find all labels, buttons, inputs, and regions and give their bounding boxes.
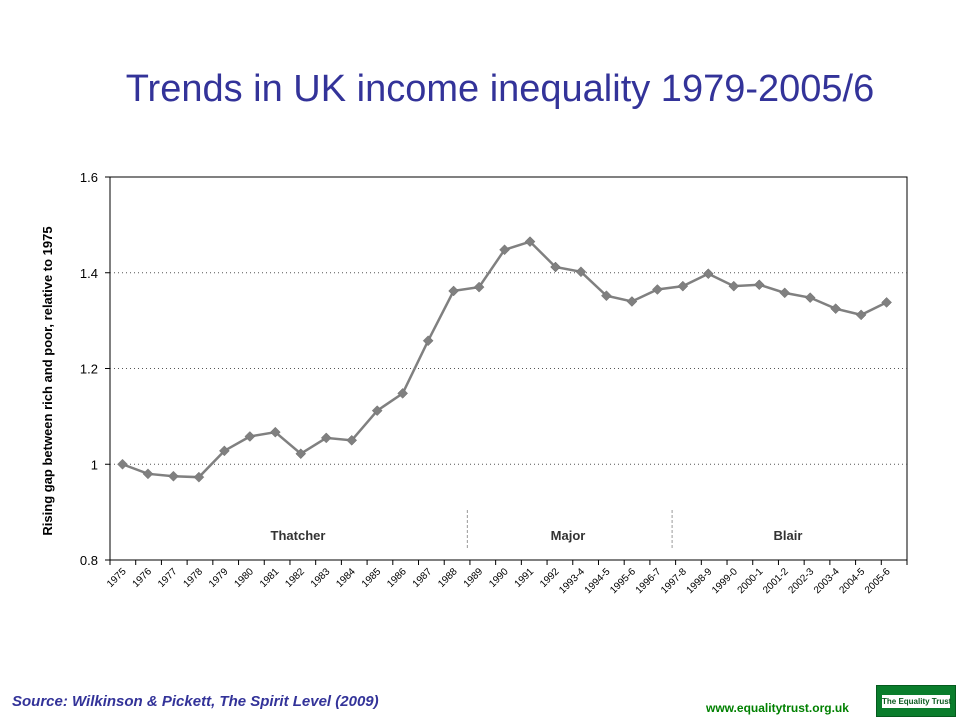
x-tick-label: 1987 [411, 566, 435, 590]
data-point [371, 405, 383, 416]
chart-title: Trends in UK income inequality 1979-2005… [125, 68, 875, 110]
x-tick-label: 1995-6 [608, 566, 638, 596]
x-tick-label: 1990 [487, 566, 511, 590]
data-point [677, 280, 689, 292]
x-tick-label: 1997-8 [659, 566, 689, 596]
y-axis: 0.8 1 1.2 1.4 1.6 [80, 170, 110, 568]
data-point [753, 279, 765, 291]
x-tick-label: 1986 [385, 566, 409, 590]
x-tick-label: 1982 [283, 566, 307, 590]
source-caption: Source: Wilkinson & Pickett, The Spirit … [12, 693, 379, 710]
y-tick-label: 1 [91, 457, 98, 472]
x-axis: 1975 1976 1977 1978 1979 1980 1981 1982 1983 1984… [105, 560, 908, 596]
data-point [855, 309, 867, 321]
x-tick-label: 1999-0 [710, 566, 740, 596]
data-point [346, 434, 358, 446]
data-point [397, 388, 409, 399]
website-link[interactable]: www.equalitytrust.org.uk [706, 701, 849, 715]
data-point [320, 432, 332, 444]
x-tick-label: 1983 [309, 566, 333, 590]
x-tick-label: 2002-3 [787, 566, 817, 596]
data-point [804, 292, 816, 303]
x-tick-label: 1991 [513, 566, 537, 590]
x-tick-label: 1988 [436, 566, 460, 590]
era-label-major: Major [551, 528, 586, 543]
data-point [702, 268, 714, 280]
plot-area [109, 176, 908, 561]
x-tick-label: 2005-6 [863, 566, 893, 596]
x-tick-label: 1993-4 [557, 566, 587, 596]
data-point [550, 261, 561, 273]
data-point [168, 470, 179, 482]
x-tick-label: 1975 [105, 566, 129, 590]
era-label-thatcher: Thatcher [271, 528, 326, 543]
data-point [728, 280, 740, 292]
series-line [122, 240, 888, 479]
y-axis-label: Rising gap between rich and poor, relati… [40, 226, 55, 535]
x-tick-label: 1994-5 [583, 566, 613, 596]
data-point [295, 448, 307, 460]
data-point [269, 426, 281, 438]
x-tick-label: 1984 [334, 566, 358, 590]
gridlines [110, 272, 907, 465]
x-tick-label: 1977 [156, 566, 180, 590]
data-point [881, 297, 892, 308]
era-labels: Thatcher Major Blair [271, 510, 803, 548]
data-point [142, 468, 154, 480]
x-tick-label: 1981 [258, 566, 282, 590]
x-tick-label: 1978 [182, 566, 206, 590]
data-point [448, 285, 459, 297]
x-tick-label: 1979 [207, 566, 231, 590]
y-tick-label: 0.8 [80, 553, 98, 568]
data-point [652, 284, 663, 295]
y-tick-label: 1.4 [80, 266, 98, 281]
y-tick-label: 1.6 [80, 170, 98, 185]
x-tick-label: 2004-5 [837, 566, 867, 596]
x-tick-label: 1998-9 [685, 566, 715, 596]
x-tick-label: 2001-2 [761, 566, 791, 596]
data-point [117, 458, 128, 470]
data-series [117, 236, 892, 483]
data-point [422, 335, 434, 347]
x-tick-label: 1985 [360, 566, 384, 590]
data-point [193, 471, 205, 483]
data-point [779, 287, 791, 299]
data-point [244, 431, 256, 442]
data-point [499, 244, 510, 256]
era-label-blair: Blair [774, 528, 803, 543]
x-tick-label: 1980 [232, 566, 256, 590]
data-point [575, 266, 587, 278]
x-tick-label: 2000-1 [736, 566, 766, 596]
data-point [219, 445, 230, 457]
x-tick-label: 1989 [462, 566, 486, 590]
data-point [473, 281, 485, 293]
data-point [601, 290, 612, 302]
logo-text: The Equality Trust [882, 695, 952, 708]
data-point [524, 236, 536, 247]
equality-trust-logo: The Equality Trust [876, 685, 956, 717]
data-point [626, 296, 638, 307]
x-tick-label: 1976 [131, 566, 155, 590]
x-tick-label: 2003-4 [812, 566, 842, 596]
y-tick-label: 1.2 [80, 362, 98, 377]
x-tick-label: 1996-7 [634, 566, 664, 596]
data-point [830, 303, 842, 315]
